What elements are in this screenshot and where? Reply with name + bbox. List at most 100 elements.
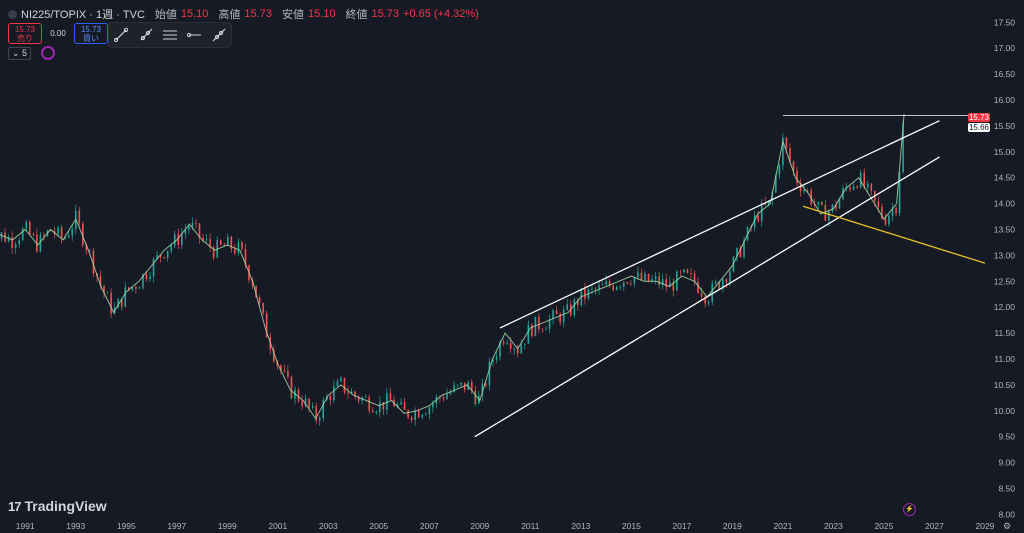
candle-body [170,245,173,251]
candle-body [534,316,537,337]
candle-body [562,309,565,323]
candle-body [697,281,699,294]
candle-body [545,328,547,330]
y-tick-label: 8.50 [998,484,1015,494]
candle-body [425,414,427,416]
candle-body [722,279,724,289]
flash-icon[interactable]: ⚡ [903,503,916,516]
candle-body [25,221,28,229]
y-tick-label: 15.00 [994,147,1016,157]
x-tick-label: 2017 [672,521,691,531]
y-tick-label: 9.00 [998,458,1015,468]
symbol-icon[interactable] [8,9,17,19]
candle-body [106,292,109,294]
candle-body [29,221,31,235]
candle-body [615,286,618,290]
candle-body [725,279,728,283]
candle-body [283,370,286,372]
candle-body [495,356,498,360]
x-tick-label: 2005 [369,521,388,531]
high-label: 高値 [218,9,241,21]
y-tick-label: 10.50 [994,380,1016,390]
candle-body [318,417,321,421]
sell-button[interactable]: 15.73 売り [8,23,42,44]
candle-body [258,297,261,304]
candle-body [131,286,134,290]
time-axis: 1991 1993 1995 1997 1999 2001 2003 2005 2007 2009… [16,521,995,531]
trade-panel: 15.73 売り 0.00 15.73 買い [8,23,108,44]
candle-body [386,393,388,410]
candle-body [863,172,866,188]
close-value: 15.73 [371,8,400,20]
symbol-title[interactable]: NI225/TOPIX · 1週 · TVC [21,9,145,21]
candle-body [67,235,70,238]
candle-body [145,274,148,280]
candle-body [43,234,45,236]
trend-line-icon[interactable] [112,26,130,44]
candle-body [14,244,17,248]
candle-body [661,279,664,285]
tradingview-logo[interactable]: 17 TradingView [8,498,107,514]
candle-body [301,400,303,406]
candle-body [272,349,275,362]
candle-body [421,415,424,418]
candle-body [644,273,646,281]
y-tick-label: 10.00 [994,406,1016,416]
candle-body [573,299,576,316]
candle-body [686,269,689,273]
candle-body [311,405,314,408]
candle-body [707,301,710,304]
candle-body [188,226,190,231]
candle-body [333,386,335,401]
settings-gear-icon[interactable]: ⚙ [1003,521,1012,531]
candle-body [714,281,717,284]
candle-body [704,296,706,304]
buy-label: 買い [83,34,99,43]
horizontal-ray-icon[interactable] [185,26,203,44]
candle-body [767,200,770,205]
yellow-trend-line [802,205,986,264]
indicator-icon[interactable] [41,46,56,60]
candle-body [619,286,622,288]
candle-body [379,402,381,413]
candle-body [212,247,215,258]
extended-line-icon[interactable] [210,26,228,44]
buy-button[interactable]: 15.73 買い [74,23,108,44]
candle-body [538,316,540,330]
candle-body [340,377,342,382]
candle-body [676,271,678,291]
candle-body [796,170,798,184]
high-value: 15.73 [244,8,272,20]
x-tick-label: 2013 [571,521,590,531]
candlestick-series [0,119,904,426]
candle-body [414,410,416,420]
candle-body [368,397,371,411]
candle-body [396,404,399,407]
candle-body [856,186,858,188]
candle-body [633,277,636,284]
candle-body [683,269,685,273]
candle-body [524,343,526,345]
x-tick-label: 2023 [824,521,843,531]
candle-body [400,402,402,405]
candle-body [78,210,81,224]
ma-path [0,113,905,420]
y-tick-label: 14.50 [994,173,1016,183]
candle-body [184,230,187,234]
candle-body [308,398,310,408]
ray-icon[interactable] [137,26,155,44]
candle-body [177,234,180,245]
parallel-channel-icon[interactable] [161,26,179,44]
candle-body [764,202,767,205]
candle-body [654,276,657,279]
candle-body [817,201,820,205]
indicator-toggle[interactable]: ⌄ 5 [8,46,32,60]
candle-body [152,258,155,277]
candle-body [7,237,10,242]
candle-body [322,400,325,418]
candle-body [449,391,452,394]
candle-body [821,201,823,205]
candle-body [870,183,873,191]
candle-body [736,247,738,257]
